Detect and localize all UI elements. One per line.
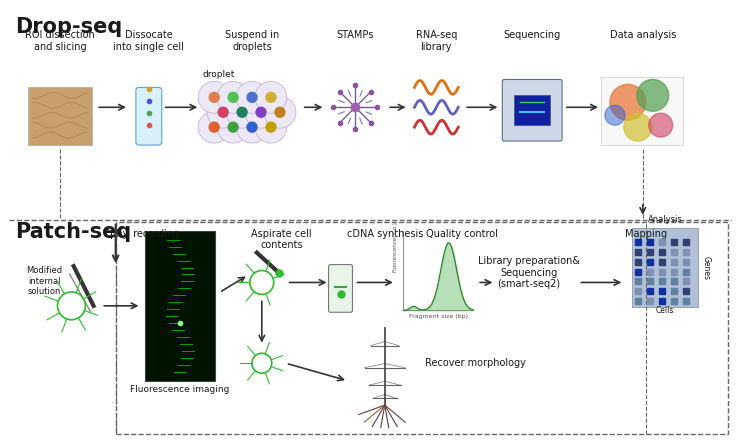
Text: Recover morphology: Recover morphology (425, 358, 525, 368)
Circle shape (226, 96, 258, 128)
Text: Genes: Genes (702, 256, 711, 280)
Circle shape (245, 96, 277, 128)
Circle shape (247, 92, 257, 102)
Text: Drop-seq: Drop-seq (15, 17, 122, 37)
Circle shape (209, 92, 219, 102)
Circle shape (610, 84, 646, 120)
Text: Ephy. recording: Ephy. recording (104, 229, 179, 238)
Circle shape (198, 81, 230, 113)
Text: Library preparation&
Sequencing
(smart-seq2): Library preparation& Sequencing (smart-s… (477, 256, 579, 289)
Text: Fluorescence(a.u.): Fluorescence(a.u.) (393, 221, 397, 272)
Circle shape (209, 122, 219, 132)
Circle shape (605, 105, 625, 125)
Circle shape (637, 79, 669, 111)
Text: droplet: droplet (203, 70, 235, 79)
FancyBboxPatch shape (28, 87, 92, 145)
Circle shape (236, 81, 268, 113)
Circle shape (624, 113, 652, 141)
Circle shape (217, 111, 249, 143)
Text: Patch-seq: Patch-seq (15, 222, 131, 242)
Text: Quality control: Quality control (426, 229, 498, 238)
Circle shape (275, 107, 285, 117)
Text: Cells: Cells (656, 306, 674, 315)
Circle shape (264, 96, 296, 128)
Text: STAMPs: STAMPs (337, 30, 374, 40)
Text: cDNA synthesis: cDNA synthesis (346, 229, 423, 238)
FancyBboxPatch shape (145, 231, 215, 381)
Circle shape (198, 111, 230, 143)
Text: Modified
internal
solution: Modified internal solution (26, 266, 62, 296)
FancyBboxPatch shape (601, 77, 682, 145)
Circle shape (237, 107, 247, 117)
Circle shape (266, 92, 276, 102)
Text: ROI dissection
and slicing: ROI dissection and slicing (25, 30, 95, 52)
Text: Fragment size (bp): Fragment size (bp) (408, 314, 468, 319)
FancyBboxPatch shape (329, 265, 352, 312)
Circle shape (247, 122, 257, 132)
Circle shape (256, 107, 266, 117)
Circle shape (228, 92, 238, 102)
Text: Dissocate
into single cell: Dissocate into single cell (113, 30, 184, 52)
Circle shape (236, 111, 268, 143)
Text: Suspend in
droplets: Suspend in droplets (225, 30, 279, 52)
Circle shape (207, 96, 239, 128)
Circle shape (217, 81, 249, 113)
FancyBboxPatch shape (514, 95, 550, 125)
Circle shape (649, 113, 673, 137)
Text: Mapping: Mapping (625, 229, 667, 238)
Text: Data analysis: Data analysis (610, 30, 676, 40)
Circle shape (255, 111, 287, 143)
Circle shape (228, 122, 238, 132)
Circle shape (218, 107, 228, 117)
Text: Sequencing: Sequencing (503, 30, 561, 40)
FancyBboxPatch shape (502, 79, 562, 141)
Text: Analysis: Analysis (648, 215, 682, 224)
Circle shape (266, 122, 276, 132)
Text: Aspirate cell
contents: Aspirate cell contents (251, 229, 312, 250)
FancyBboxPatch shape (632, 228, 698, 307)
Text: Fluorescence imaging: Fluorescence imaging (130, 385, 230, 394)
Circle shape (255, 81, 287, 113)
Text: RNA-seq
library: RNA-seq library (416, 30, 457, 52)
FancyBboxPatch shape (136, 87, 162, 145)
